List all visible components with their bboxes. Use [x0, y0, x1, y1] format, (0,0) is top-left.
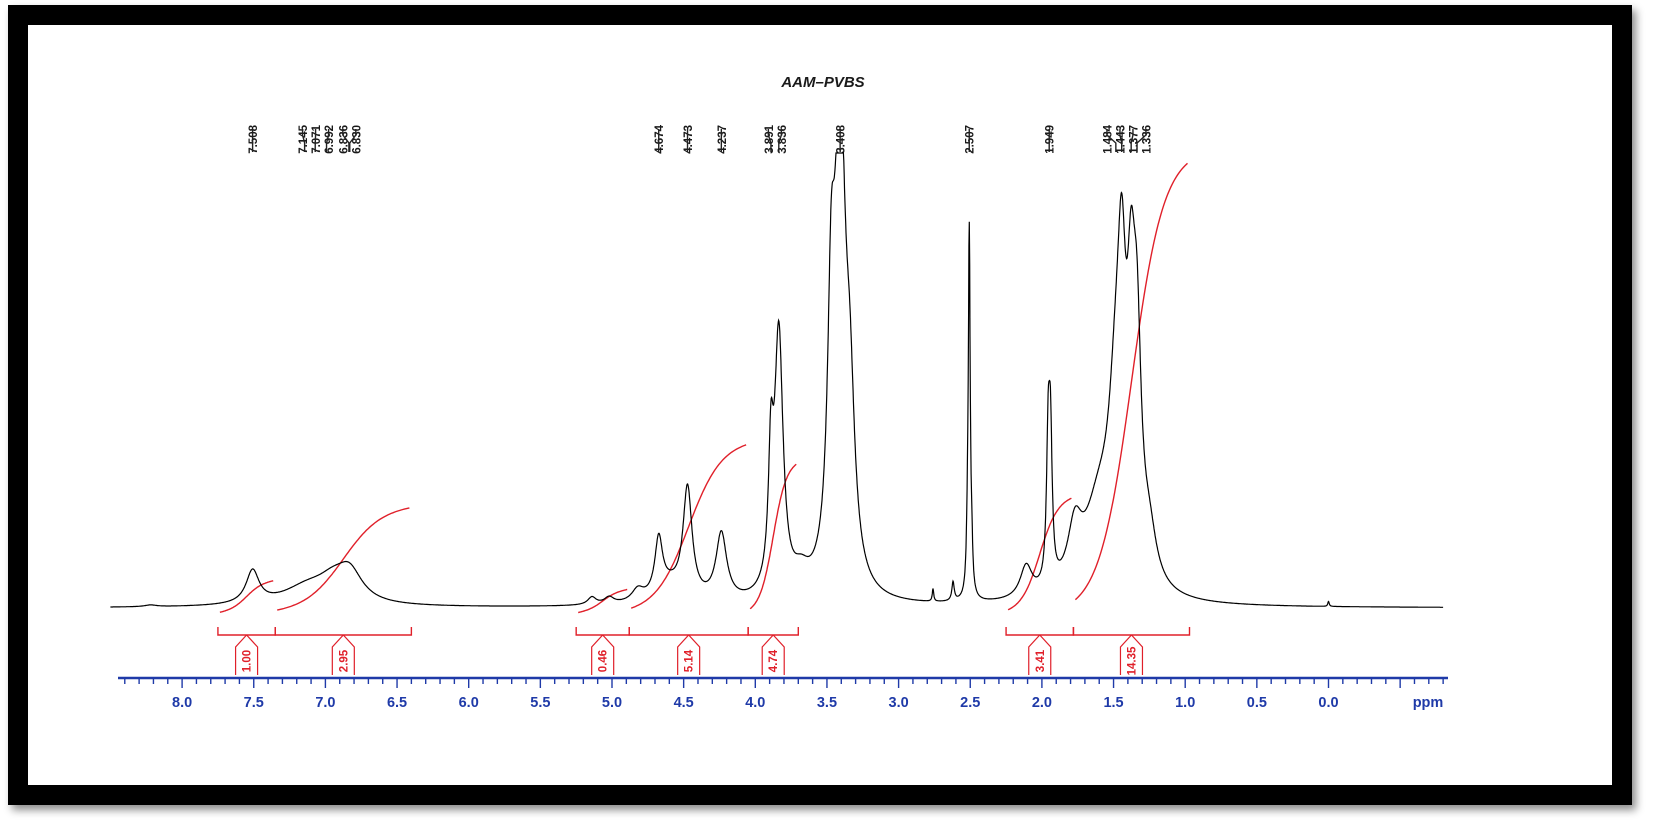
integral-curve: [1007, 497, 1072, 611]
integral-value-frame: [591, 634, 615, 675]
integral-curve: [749, 463, 797, 610]
peak-label: 4.674: [654, 124, 666, 153]
peak-connector: [301, 129, 306, 152]
x-tick-label: 3.0: [889, 695, 909, 711]
peak-label: 1.484: [1102, 124, 1114, 153]
peak-labels: 7.508 7.145 7.071 6.992 6.836 6.830 4.674 4.473…: [248, 124, 1153, 153]
peak-connector: [349, 129, 357, 152]
x-tick-label: 0.5: [1247, 695, 1267, 711]
integral-value: 3.41: [1035, 649, 1047, 672]
integral-bracket: [628, 627, 749, 636]
peak-label: 4.473: [683, 125, 695, 154]
integral-curve: [578, 588, 628, 614]
peak-label: 7.508: [248, 124, 260, 153]
peak-connector: [1130, 129, 1134, 152]
x-tick-label: 1.0: [1175, 695, 1195, 711]
spectrum-line: [110, 152, 1444, 608]
integral-bracket: [274, 627, 413, 636]
peak-connector: [325, 129, 330, 152]
peak-label: 6.836: [338, 125, 350, 154]
integral-bracket: [217, 627, 276, 636]
peak-label: 1.336: [1141, 125, 1153, 154]
x-tick-label: 8.0: [172, 695, 192, 711]
integral-value-frame: [234, 634, 259, 675]
integral-curve: [219, 580, 274, 613]
integral-bracket: [1005, 627, 1075, 636]
peak-connector: [778, 129, 783, 152]
integral-curve: [277, 507, 410, 611]
x-tick-label: 3.5: [817, 695, 837, 711]
integral-value: 2.95: [338, 649, 350, 672]
integral-value-frame: [677, 634, 701, 675]
x-tick-label: 7.5: [244, 695, 264, 711]
peak-label: 6.830: [351, 125, 363, 154]
peak-label: 7.071: [311, 124, 323, 153]
integral-value-frame: [331, 634, 355, 675]
integral-bracket: [575, 627, 630, 636]
peak-label: 2.507: [965, 125, 977, 154]
peak-connector: [342, 129, 350, 152]
integral-value: 0.46: [598, 650, 610, 672]
x-tick-label: 2.0: [1032, 695, 1052, 711]
plot-panel: AAM–PVBS 7.508 7.145 7.071 6.992 6.836 6.830 4…: [28, 25, 1612, 785]
peak-label: 1.377: [1128, 125, 1140, 154]
x-tick-label: 6.0: [459, 695, 479, 711]
peak-label: 1.949: [1045, 125, 1057, 154]
x-tick-label: 5.0: [602, 695, 622, 711]
integral-value: 1.00: [242, 650, 254, 672]
integral-value-frame: [1028, 634, 1052, 675]
peak-connector: [1136, 129, 1147, 152]
x-tick-label: 7.0: [315, 695, 335, 711]
integral-bracket: [747, 627, 799, 636]
peak-connector: [767, 129, 772, 152]
integral-bracket: [1072, 627, 1191, 636]
x-tick-label: 0.0: [1318, 695, 1338, 711]
x-tick-label: 4.5: [674, 695, 694, 711]
integral-value: 5.14: [684, 649, 696, 672]
integral-value: 14.35: [1126, 646, 1138, 675]
peak-label: 3.408: [836, 124, 848, 153]
x-tick-label: 2.5: [960, 695, 980, 711]
integral-brackets: 1.00 2.95 0.46 5.14 4.74 3.41 14.35: [217, 627, 1191, 675]
x-tick-label: 5.5: [530, 695, 550, 711]
peak-label: 3.836: [777, 125, 789, 154]
peak-label: 4.237: [717, 125, 729, 154]
integral-value-frame: [761, 634, 785, 675]
integral-value: 4.74: [768, 649, 780, 672]
x-axis: 8.0 7.5 7.0 6.5 6.0 5.5 5.0 4.5 4.0 3.5 3.0 2.5 2.0 1…: [118, 676, 1448, 711]
x-tick-label: 6.5: [387, 695, 407, 711]
integral-curves: [219, 162, 1188, 614]
integral-curve: [1074, 162, 1188, 601]
peak-connector: [1119, 129, 1123, 152]
chart-title: AAM–PVBS: [780, 74, 864, 91]
nmr-spectrum-chart: AAM–PVBS 7.508 7.145 7.071 6.992 6.836 6.830 4…: [110, 74, 1448, 711]
x-tick-label: 1.5: [1103, 695, 1123, 711]
x-tick-label: 4.0: [745, 695, 765, 711]
integral-value-frame: [1119, 634, 1144, 675]
x-axis-unit-label: ppm: [1413, 695, 1444, 711]
figure-frame: AAM–PVBS 7.508 7.145 7.071 6.992 6.836 6.830 4…: [8, 5, 1632, 805]
integral-curve: [630, 444, 747, 609]
peak-connector: [1106, 129, 1117, 152]
